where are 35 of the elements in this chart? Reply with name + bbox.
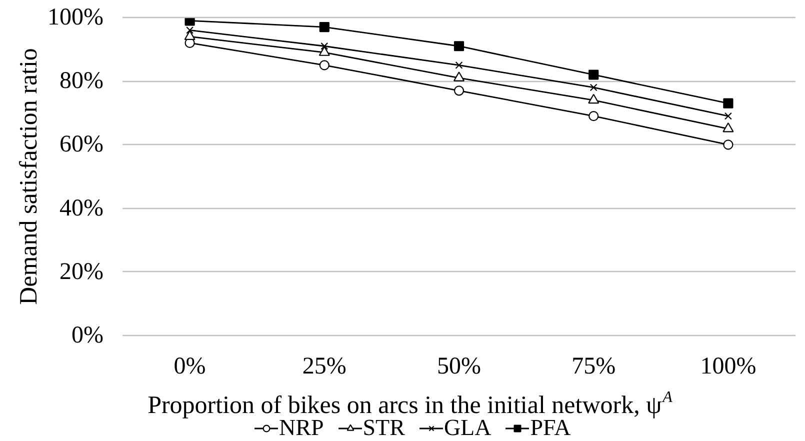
point bbox=[723, 140, 734, 150]
point bbox=[588, 111, 599, 122]
point bbox=[454, 41, 464, 52]
point bbox=[588, 70, 599, 80]
x-tick-label: 75% bbox=[572, 354, 616, 380]
x-tick-label: 25% bbox=[302, 354, 346, 380]
point bbox=[588, 94, 600, 104]
point bbox=[455, 61, 463, 69]
point bbox=[723, 98, 734, 108]
x-tick-label: 0% bbox=[174, 354, 206, 380]
point bbox=[186, 26, 194, 34]
legend-label: STR bbox=[362, 415, 405, 441]
point bbox=[320, 42, 328, 50]
legend-label: PFA bbox=[530, 415, 571, 441]
point bbox=[454, 86, 464, 96]
x-tick-label: 50% bbox=[437, 354, 482, 380]
legend-label: GLA bbox=[444, 415, 492, 441]
point bbox=[184, 30, 196, 40]
y-tick-label: 100% bbox=[48, 4, 104, 30]
y-tick-label: 0% bbox=[72, 322, 104, 348]
x-tick-label: 100% bbox=[700, 354, 756, 380]
point bbox=[724, 112, 732, 120]
point bbox=[318, 46, 330, 56]
point bbox=[319, 22, 330, 32]
y-tick-label: 80% bbox=[60, 68, 104, 94]
point bbox=[319, 60, 330, 70]
point bbox=[184, 18, 195, 26]
point bbox=[590, 84, 598, 92]
point bbox=[722, 122, 734, 132]
point bbox=[453, 72, 465, 82]
y-tick-label: 20% bbox=[60, 258, 104, 285]
legend-label: NRP bbox=[279, 415, 324, 441]
y-tick-label: 60% bbox=[60, 132, 104, 158]
y-axis-title: Demand satisfaction ratio bbox=[16, 48, 43, 305]
y-tick-label: 40% bbox=[60, 195, 104, 222]
